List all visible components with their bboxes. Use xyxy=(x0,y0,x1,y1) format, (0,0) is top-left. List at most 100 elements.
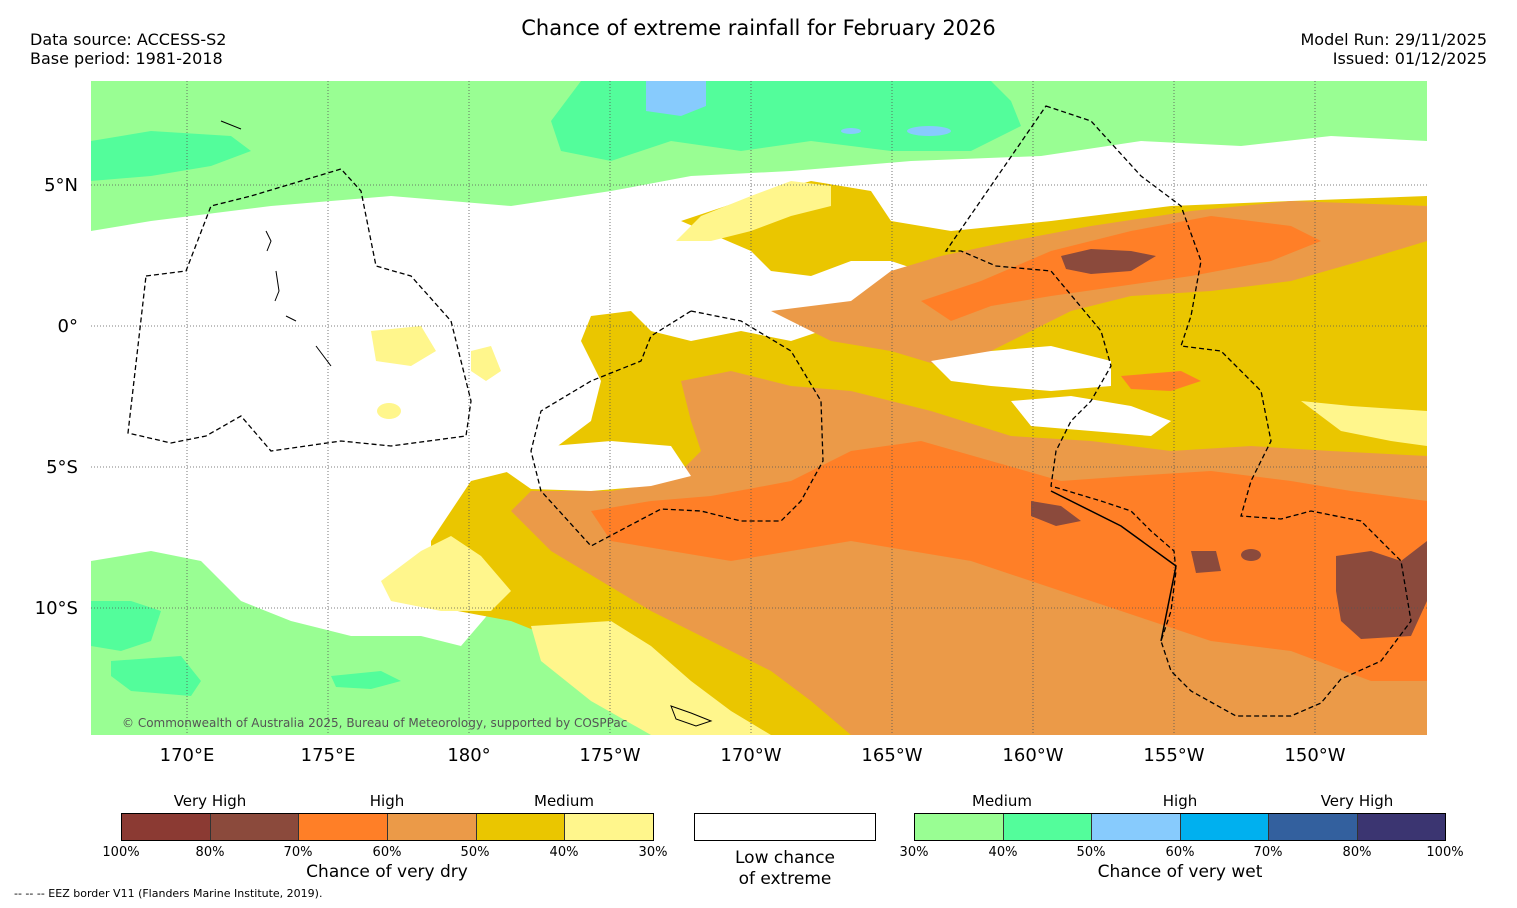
dry-very-high-south xyxy=(591,441,1427,681)
southwest-wet-high-3 xyxy=(331,671,401,689)
dry-extreme-small xyxy=(1031,501,1081,526)
wet-tick-50: 50% xyxy=(1076,845,1106,860)
eez-border-kiribati-west xyxy=(127,168,472,452)
low-chance-gap-2 xyxy=(1011,396,1171,436)
lat-label-0: 0° xyxy=(57,316,78,337)
dry-color-80-70 xyxy=(210,814,300,840)
lat-label-5s: 5°S xyxy=(46,457,78,478)
dry-extreme-south xyxy=(1336,541,1427,639)
north-wet-band-very-high xyxy=(646,81,706,116)
wet-tick-80: 80% xyxy=(1342,845,1372,860)
dry-extreme-north xyxy=(1061,249,1156,274)
dry-tick-80: 80% xyxy=(195,845,225,860)
dry-tick-70: 70% xyxy=(283,845,313,860)
dry-color-40-30 xyxy=(565,814,654,840)
wet-tick-60: 60% xyxy=(1165,845,1195,860)
dry-low-fringe-east xyxy=(1301,401,1427,446)
lon-label-160w: 160°W xyxy=(1002,745,1064,766)
grid-lines xyxy=(91,81,1427,735)
base-period-text: Base period: 1981-2018 xyxy=(30,49,223,68)
dry-tick-100: 100% xyxy=(102,845,140,860)
southwest-wet-high-2 xyxy=(111,656,201,696)
wet-tick-40: 40% xyxy=(988,845,1018,860)
copyright-notice: © Commonwealth of Australia 2025, Bureau… xyxy=(122,716,628,730)
dry-tick-60: 60% xyxy=(372,845,402,860)
dry-low-fringe-southcentral xyxy=(531,621,771,735)
wet-legend-title: Chance of very wet xyxy=(1097,862,1263,882)
data-source-text: Data source: ACCESS-S2 xyxy=(30,30,227,49)
lat-label-10s: 10°S xyxy=(34,598,78,619)
dry-low-fringe-south xyxy=(381,536,511,611)
north-wet-spot xyxy=(907,126,951,136)
model-run-info: Model Run: 29/11/2025 Issued: 01/12/2025 xyxy=(1301,30,1488,68)
low-chance-gap-1 xyxy=(931,346,1111,391)
southwest-wet-medium xyxy=(91,551,691,735)
dry-color-60-50 xyxy=(388,814,477,840)
dry-band-high: High xyxy=(369,792,405,810)
island-samoa xyxy=(670,705,713,727)
dry-legend-title: Chance of very dry xyxy=(306,862,468,882)
dry-colorbar xyxy=(121,813,654,841)
wet-color-40-50 xyxy=(1003,814,1092,840)
eez-footer-note: -- -- -- EEZ border V11 (Flanders Marine… xyxy=(14,887,323,900)
wet-tick-30: 30% xyxy=(899,845,929,860)
eez-solid-border xyxy=(1050,490,1177,642)
dry-very-high-small xyxy=(1121,371,1201,391)
dry-color-100-80 xyxy=(122,814,211,840)
lon-label-150w: 150°W xyxy=(1284,745,1346,766)
low-chance-line1: Low chance xyxy=(735,848,835,868)
island-1 xyxy=(265,230,272,252)
eez-border-tokelau xyxy=(530,310,824,547)
dry-low-patch-west xyxy=(371,326,436,366)
wet-color-60-70 xyxy=(1180,814,1269,840)
dry-extreme-spot-2 xyxy=(1241,549,1261,561)
wet-color-80-100 xyxy=(1357,814,1445,840)
low-chance-gap-3 xyxy=(491,441,691,491)
dry-tick-30: 30% xyxy=(638,845,668,860)
north-wet-band-high-west xyxy=(91,131,251,181)
rainfall-map xyxy=(91,81,1427,735)
wet-tick-70: 70% xyxy=(1253,845,1283,860)
lon-label-155w: 155°W xyxy=(1143,745,1205,766)
wet-colorbar xyxy=(914,813,1446,841)
dry-band-very-high: Very High xyxy=(173,792,247,810)
wet-color-70-80 xyxy=(1269,814,1358,840)
island-3 xyxy=(285,315,297,322)
dry-color-50-40 xyxy=(476,814,566,840)
model-run-text: Model Run: 29/11/2025 xyxy=(1300,30,1488,49)
north-wet-spot-small xyxy=(841,128,861,134)
lon-label-170e: 170°E xyxy=(159,745,215,766)
north-wet-band-medium xyxy=(91,81,1427,231)
eez-border-kiribati-line xyxy=(944,105,1412,717)
wet-band-high: High xyxy=(1162,792,1198,810)
lon-label-165w: 165°W xyxy=(861,745,923,766)
islands xyxy=(220,120,713,727)
dry-band-medium: Medium xyxy=(534,792,594,810)
eez-borders xyxy=(127,105,1412,717)
wet-band-medium: Medium xyxy=(972,792,1032,810)
low-chance-swatch xyxy=(694,813,876,841)
dry-low-patch-small xyxy=(377,403,401,419)
dry-low-fringe-north xyxy=(676,181,831,241)
wet-color-50-60 xyxy=(1092,814,1181,840)
lon-label-175e: 175°E xyxy=(300,745,356,766)
map-title: Chance of extreme rainfall for February … xyxy=(521,16,996,40)
dry-low-patch-north xyxy=(471,346,501,381)
lon-label-170w: 170°W xyxy=(720,745,782,766)
southwest-wet-high xyxy=(91,601,161,651)
low-chance-line2: of extreme xyxy=(738,869,832,889)
dry-tick-40: 40% xyxy=(549,845,579,860)
wet-color-30-40 xyxy=(915,814,1004,840)
data-source-info: Data source: ACCESS-S2 Base period: 1981… xyxy=(30,30,226,68)
lat-label-5n: 5°N xyxy=(44,175,78,196)
low-chance-legend-title: Low chance of extreme xyxy=(685,848,885,890)
wet-band-very-high: Very High xyxy=(1320,792,1394,810)
island-5 xyxy=(220,120,242,130)
dry-color-70-60 xyxy=(299,814,389,840)
lon-label-175w: 175°W xyxy=(579,745,641,766)
dry-tick-50: 50% xyxy=(460,845,490,860)
dry-extreme-spot xyxy=(1191,551,1221,573)
lon-label-180: 180° xyxy=(447,745,491,766)
issued-text: Issued: 01/12/2025 xyxy=(1332,49,1487,68)
wet-tick-100: 100% xyxy=(1426,845,1464,860)
